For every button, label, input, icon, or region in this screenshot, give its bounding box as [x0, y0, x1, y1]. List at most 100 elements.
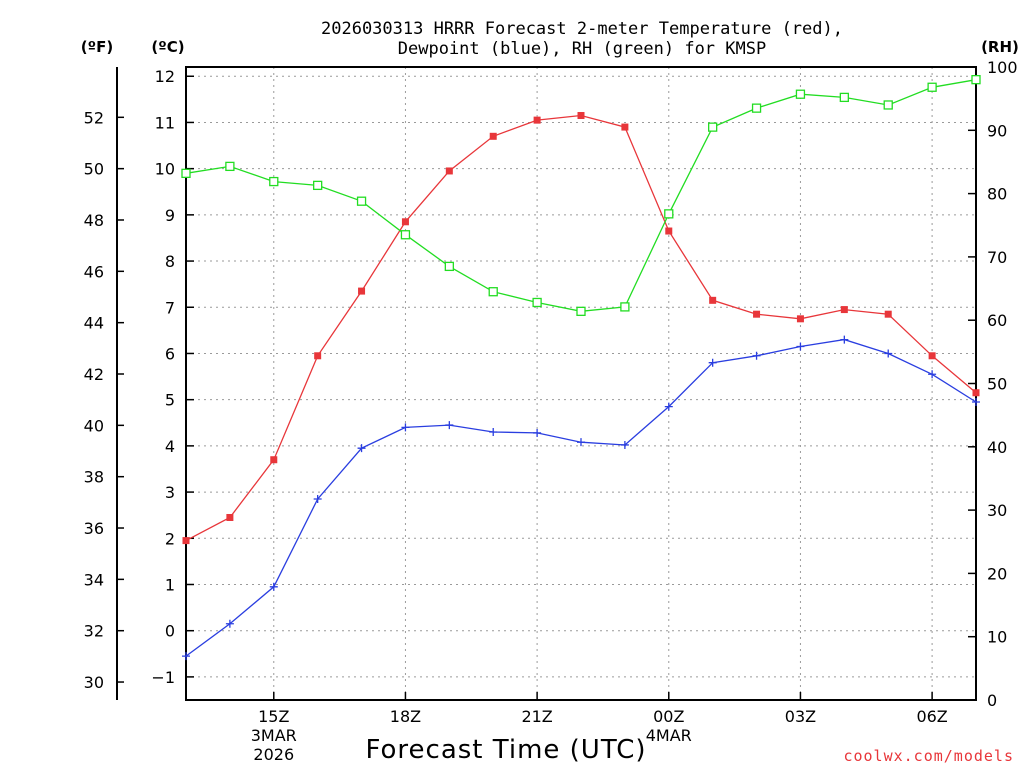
- fahrenheit-tick-label: 46: [84, 262, 104, 281]
- x-tick-label: 18Z: [390, 707, 421, 726]
- axes: 303234363840424446485052−101234567891011…: [84, 58, 1018, 764]
- data-point: [445, 167, 453, 175]
- data-point: [577, 112, 585, 120]
- fahrenheit-tick-label: 50: [84, 160, 104, 179]
- data-point: [532, 297, 542, 308]
- data-point: [313, 495, 322, 504]
- data-point: [708, 358, 717, 367]
- data-point: [576, 306, 586, 316]
- data-point: [621, 123, 629, 131]
- celsius-tick-label: 2: [165, 529, 175, 548]
- celsius-tick-label: 8: [165, 252, 175, 271]
- fahrenheit-tick-label: 38: [84, 468, 104, 487]
- fahrenheit-tick-label: 44: [84, 314, 104, 333]
- celsius-tick-label: 11: [155, 113, 175, 132]
- data-point: [533, 116, 541, 124]
- data-point: [708, 122, 718, 132]
- chart-title-line2: Dewpoint (blue), RH (green) for KMSP: [398, 39, 766, 59]
- data-point: [400, 230, 411, 240]
- data-point: [795, 89, 806, 99]
- data-point: [445, 421, 454, 430]
- rh-tick-label: 20: [987, 564, 1007, 583]
- celsius-tick-label: 12: [155, 67, 175, 86]
- rh-tick-label: 0: [987, 691, 997, 710]
- data-point: [401, 218, 409, 226]
- x-tick-label: 06Z: [916, 707, 947, 726]
- data-point: [313, 180, 323, 191]
- x-tick-label: 21Z: [521, 707, 552, 726]
- watermark: coolwx.com/models: [843, 747, 1014, 765]
- x-axis-label: Forecast Time (UTC): [365, 735, 646, 765]
- data-point: [840, 335, 849, 344]
- data-point: [181, 168, 191, 178]
- data-point: [796, 342, 805, 351]
- data-point: [928, 370, 937, 379]
- rh-tick-label: 40: [987, 438, 1007, 457]
- series-dewpoint: [182, 335, 980, 661]
- x-tick-year-label: 2026: [253, 745, 294, 764]
- data-point: [489, 132, 497, 140]
- fahrenheit-tick-label: 36: [84, 519, 104, 538]
- data-point: [314, 352, 322, 360]
- fahrenheit-tick-label: 34: [84, 570, 104, 589]
- data-point: [884, 349, 893, 358]
- x-tick-label: 03Z: [785, 707, 816, 726]
- celsius-unit-label: (ºC): [151, 38, 184, 56]
- data-point: [358, 287, 366, 295]
- fahrenheit-tick-label: 42: [84, 365, 104, 384]
- celsius-tick-label: 7: [165, 298, 175, 317]
- data-point: [270, 456, 278, 464]
- rh-tick-label: 80: [987, 185, 1007, 204]
- fahrenheit-tick-label: 40: [84, 416, 104, 435]
- celsius-tick-label: 5: [165, 391, 175, 410]
- x-tick-label: 00Z: [653, 707, 684, 726]
- data-point: [753, 310, 761, 318]
- data-point: [928, 352, 936, 360]
- rh-unit-label: (RH): [981, 38, 1019, 56]
- data-point: [357, 444, 366, 453]
- data-point: [883, 100, 893, 110]
- data-point: [401, 423, 410, 432]
- data-point: [840, 306, 848, 314]
- rh-tick-label: 70: [987, 248, 1007, 267]
- data-point: [533, 428, 542, 437]
- data-point: [620, 302, 630, 312]
- rh-tick-label: 60: [987, 311, 1007, 330]
- fahrenheit-tick-label: 30: [84, 673, 104, 692]
- rh-tick-label: 30: [987, 501, 1007, 520]
- data-point: [972, 397, 980, 406]
- rh-tick-label: 50: [987, 375, 1007, 394]
- data-point: [839, 92, 849, 103]
- data-point: [665, 227, 673, 235]
- x-tick-date-label: 4MAR: [646, 726, 692, 745]
- data-point: [182, 652, 190, 661]
- fahrenheit-tick-label: 48: [84, 211, 104, 230]
- celsius-tick-label: 9: [165, 206, 175, 225]
- data-point: [226, 513, 234, 521]
- data-point: [444, 261, 454, 272]
- data-point: [927, 82, 937, 92]
- data-point: [225, 619, 234, 628]
- fahrenheit-unit-label: (ºF): [81, 38, 113, 56]
- data-point: [796, 315, 804, 323]
- data-point: [664, 402, 673, 411]
- data-point: [488, 287, 498, 297]
- fahrenheit-tick-label: 52: [84, 108, 104, 127]
- data-point: [356, 196, 367, 206]
- series-layer: [181, 75, 981, 661]
- rh-tick-label: 10: [987, 628, 1007, 647]
- data-point: [225, 161, 235, 172]
- series-2-meter-temperature: [182, 112, 980, 545]
- data-point: [269, 582, 278, 591]
- celsius-tick-label: 10: [155, 160, 175, 179]
- data-point: [269, 176, 279, 187]
- data-point: [971, 75, 981, 85]
- celsius-tick-label: 3: [165, 483, 175, 502]
- x-tick-label: 15Z: [258, 707, 289, 726]
- chart-title-line1: 2026030313 HRRR Forecast 2-meter Tempera…: [321, 19, 843, 39]
- celsius-tick-label: 4: [165, 437, 175, 456]
- data-point: [577, 438, 585, 447]
- data-point: [182, 537, 190, 545]
